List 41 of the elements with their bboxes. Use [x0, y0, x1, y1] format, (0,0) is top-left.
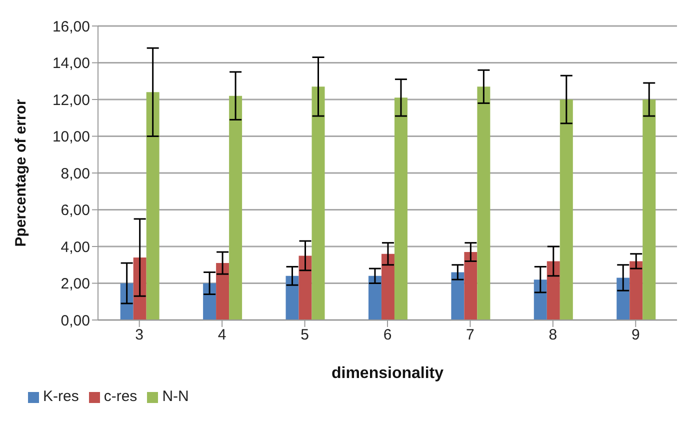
legend-label: N-N	[162, 388, 189, 405]
bar	[146, 92, 160, 320]
bar	[642, 100, 656, 320]
x-tick-label: 7	[466, 326, 474, 344]
y-tick-label: 16,00	[52, 18, 90, 36]
bar	[286, 276, 299, 320]
x-tick-label: 3	[135, 326, 144, 344]
bar	[630, 261, 643, 320]
bar	[229, 96, 242, 320]
y-tick-label: 10,00	[52, 128, 90, 146]
legend-label: K-res	[43, 388, 79, 405]
bar	[216, 263, 230, 320]
x-tick-label: 4	[218, 326, 226, 344]
bar	[534, 280, 547, 320]
bar	[451, 272, 464, 320]
bar	[298, 256, 312, 320]
y-tick-label: 4,00	[60, 238, 90, 256]
y-tick-label: 8,00	[60, 165, 90, 182]
y-tick-label: 14,00	[52, 55, 90, 72]
y-tick-label: 0,00	[60, 312, 90, 330]
y-tick-label: 12,00	[52, 92, 90, 109]
bar	[464, 252, 478, 320]
bar	[394, 98, 408, 320]
x-tick-label: 9	[631, 326, 640, 344]
legend-label: c-res	[104, 388, 138, 405]
bar	[477, 86, 490, 320]
y-tick-label: 2,00	[60, 276, 90, 293]
bar	[616, 278, 630, 320]
bar	[381, 254, 394, 320]
x-tick-label: 5	[300, 326, 309, 344]
y-tick-label: 6,00	[60, 202, 90, 220]
y-axis-title: Ppercentage of error	[12, 99, 30, 247]
bar	[368, 276, 382, 320]
bar	[133, 258, 146, 320]
bar	[203, 283, 216, 320]
bar	[560, 100, 573, 320]
x-tick-label: 6	[383, 326, 392, 344]
bar	[546, 261, 560, 320]
x-axis-title: dimensionality	[331, 365, 444, 382]
bar	[312, 86, 325, 320]
x-tick-label: 8	[548, 326, 558, 344]
